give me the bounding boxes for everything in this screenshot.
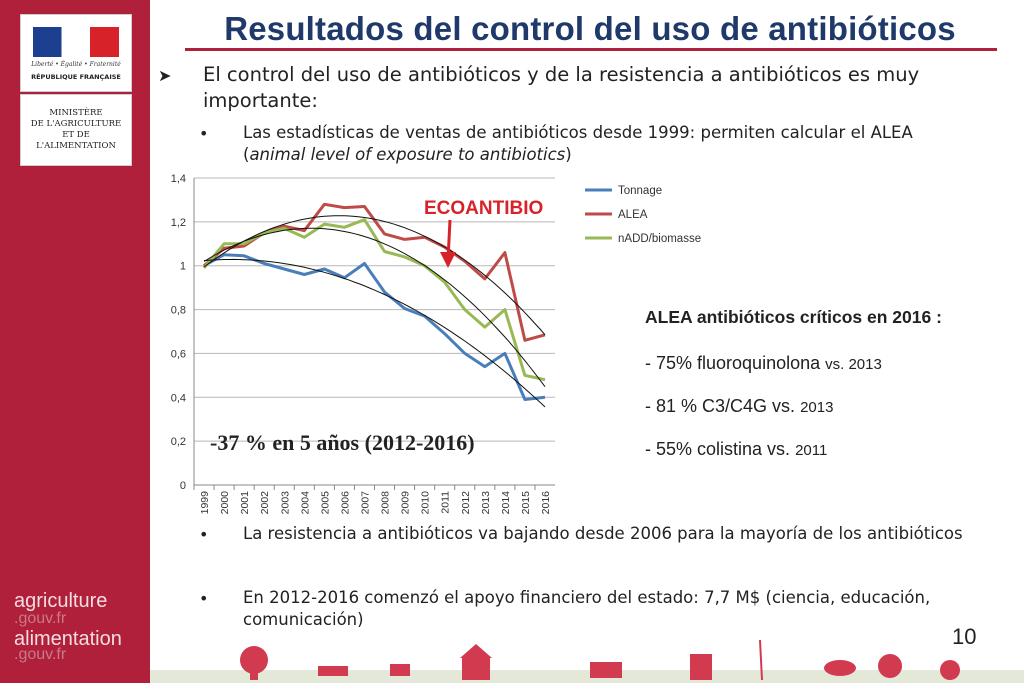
y-tick-label: 1,4	[171, 173, 186, 185]
alea-item: - 75% fluoroquinolona vs. 2013	[645, 353, 882, 374]
y-tick-label: 0,4	[171, 392, 186, 404]
series-line-tonnage	[203, 253, 546, 401]
x-tick-label: 2003	[279, 491, 291, 515]
x-tick-label: 2011	[440, 491, 452, 514]
barn-roof-icon	[460, 644, 492, 658]
ministry-line: DE L'AGRICULTURE	[30, 119, 122, 129]
alea-item-text: - 81 % C3/C4G vs.	[645, 396, 801, 416]
alea-item-ref: 2011	[795, 442, 828, 459]
main-point: El control del uso de antibióticos y de …	[203, 63, 920, 112]
x-tick-label: 2013	[480, 491, 492, 515]
alea-item-ref: vs. 2013	[825, 356, 882, 373]
bullet-dot-icon: •	[199, 525, 209, 544]
footer-pictograms	[150, 640, 1024, 683]
ministry-line: MINISTÈRE	[49, 108, 103, 118]
tractor-icon	[590, 662, 622, 678]
logo-motto: Liberté • Égalité • Fraternité	[31, 61, 121, 68]
y-tick-label: 0	[180, 480, 186, 492]
alea-item-text: - 55% colistina vs.	[645, 439, 796, 459]
y-tick-label: 0,6	[171, 348, 186, 360]
arrow-bullet-icon: ➤	[158, 66, 172, 85]
alea-item-text: - 75% fluoroquinolona	[645, 353, 826, 373]
barn-icon	[462, 658, 490, 680]
brand-gouv-1: .gouv.fr	[14, 610, 67, 627]
alea-item-ref: 2013	[800, 399, 834, 416]
factory-icon	[690, 654, 712, 680]
republique-francaise-logo: Liberté • Égalité • Fraternité RÉPUBLIQU…	[20, 14, 132, 92]
series-line-nadd-biomasse	[202, 218, 546, 382]
x-tick-label: 2008	[380, 491, 392, 515]
tree-trunk-icon	[250, 662, 258, 680]
x-tick-label: 1999	[199, 491, 211, 515]
x-tick-label: 2002	[259, 491, 271, 515]
page-number: 10	[952, 624, 977, 649]
alea-item: - 55% colistina vs. 2011	[645, 439, 827, 460]
alea-box-title: ALEA antibióticos críticos en 2016 :	[645, 307, 942, 327]
fish-icon	[824, 660, 856, 676]
x-tick-label: 2009	[400, 491, 412, 515]
x-tick-label: 2012	[460, 491, 472, 515]
slide-title: Resultados del control del uso de antibi…	[224, 10, 956, 47]
bullet-resistance: La resistencia a antibióticos va bajando…	[243, 524, 963, 543]
ministry-line: L'ALIMENTATION	[36, 141, 116, 151]
logo-republic: RÉPUBLIQUE FRANÇAISE	[31, 73, 121, 81]
x-tick-label: 2004	[299, 491, 311, 515]
cow-icon	[390, 664, 410, 676]
ministry-logo: MINISTÈRE DE L'AGRICULTURE ET DE L'ALIME…	[20, 94, 132, 166]
bullet-sales-pre: Las estadísticas de ventas de antibiótic…	[243, 123, 913, 164]
trendline	[203, 258, 546, 408]
y-tick-label: 0,8	[171, 305, 186, 317]
x-tick-label: 2000	[219, 491, 231, 515]
marianne-flag-icon	[33, 27, 119, 57]
trendline	[203, 227, 546, 387]
trendline	[203, 215, 546, 336]
ministry-line: ET DE	[62, 130, 90, 140]
apple-icon	[878, 654, 902, 678]
sidebar: Liberté • Égalité • Fraternité RÉPUBLIQU…	[0, 0, 150, 683]
decrease-annotation: -37 % en 5 años (2012-2016)	[210, 430, 475, 455]
x-tick-label: 2015	[520, 491, 532, 515]
x-tick-label: 2005	[319, 491, 331, 515]
legend-label: nADD/biomasse	[618, 233, 701, 245]
ecoantibio-label: ECOANTIBIO	[424, 198, 544, 219]
title-underline	[185, 48, 997, 51]
x-tick-label: 2001	[239, 491, 251, 515]
y-tick-label: 1,2	[171, 217, 186, 229]
bullet-sales-stats: Las estadísticas de ventas de antibiótic…	[243, 122, 963, 166]
wind-turbine-icon	[759, 640, 763, 681]
bullet-funding: En 2012-2016 comenzó el apoyo financiero…	[243, 588, 931, 629]
x-tick-label: 2010	[420, 491, 432, 515]
food-icon	[940, 660, 960, 680]
x-tick-label: 2007	[359, 491, 371, 515]
y-tick-label: 0,2	[171, 436, 186, 448]
legend-label: Tonnage	[618, 185, 662, 197]
bullet-dot-icon: •	[199, 124, 209, 143]
footer-grass	[150, 670, 1024, 683]
bullet-sales-post: )	[565, 145, 572, 164]
brand-alimentation: alimentation	[14, 628, 122, 650]
brand-gouv-2: .gouv.fr	[14, 646, 67, 663]
x-tick-label: 2006	[339, 491, 351, 515]
legend-label: ALEA	[618, 209, 648, 221]
bullet-dot-icon: •	[199, 589, 209, 608]
fence-icon	[318, 666, 348, 676]
tree-icon	[240, 646, 268, 674]
x-tick-label: 2014	[500, 491, 512, 515]
alea-item: - 81 % C3/C4G vs. 2013	[645, 396, 833, 417]
x-tick-label: 2016	[540, 491, 552, 515]
alea-line-chart: 0 0,2 0,4 0,6 0,8 1 1,2 1,4 1999 2000 2001 2002 2003…	[171, 173, 701, 515]
bullet-sales-em: animal level of exposure to antibiotics	[249, 145, 566, 164]
brand-agriculture: agriculture	[14, 590, 108, 612]
y-tick-label: 1	[180, 261, 186, 273]
ecoantibio-arrow-icon	[440, 219, 456, 268]
